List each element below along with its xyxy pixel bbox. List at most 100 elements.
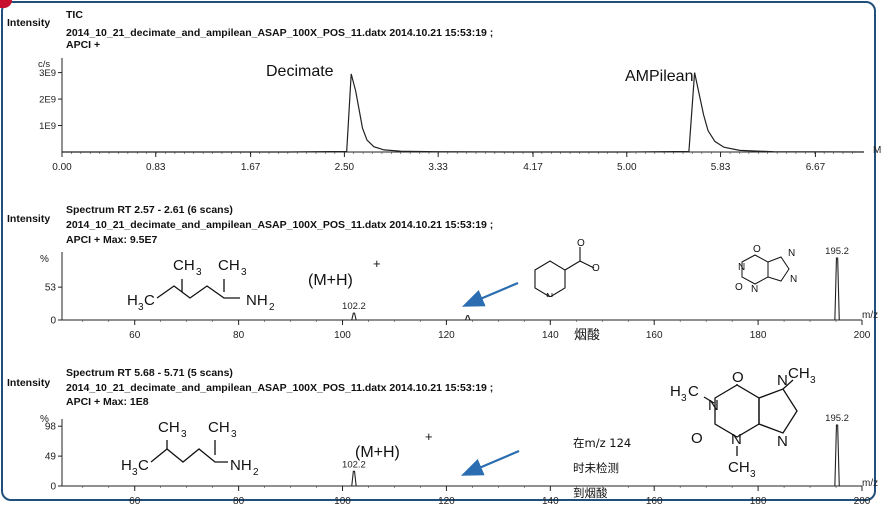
h3c-c: C bbox=[144, 292, 155, 309]
arrow-to-124 bbox=[461, 281, 519, 307]
caffeine-n1: N bbox=[738, 262, 745, 273]
caffeine-n1: N bbox=[708, 397, 719, 414]
caffeine-structure-small: N N O O N N bbox=[735, 244, 797, 295]
caffeine-h3c-3: 3 bbox=[681, 393, 687, 404]
y-tick-label: 1E9 bbox=[39, 121, 56, 132]
x-unit: m/z bbox=[862, 310, 878, 321]
caffeine-structure-large: O O N N N N H 3 C CH 3 CH 3 bbox=[670, 365, 816, 480]
sub3-a: 3 bbox=[196, 267, 202, 278]
caffeine-h3c-h: H bbox=[670, 383, 681, 400]
x-tick-label: 0.00 bbox=[52, 162, 72, 173]
x-tick-label: 80 bbox=[233, 496, 245, 506]
sub3-b: 3 bbox=[231, 429, 237, 440]
x-tick-label: 200 bbox=[854, 330, 871, 341]
sub3-b: 3 bbox=[241, 267, 247, 278]
amine-bonds bbox=[150, 448, 228, 463]
spectrum-panel-2: Intensity Spectrum RT 5.68 - 5.71 (5 sca… bbox=[7, 365, 878, 506]
caffeine-n9: N bbox=[790, 274, 797, 285]
x-tick-label: 140 bbox=[542, 330, 559, 341]
intensity-label: Intensity bbox=[7, 17, 50, 29]
amine-structure: CH 3 CH 3 H 3 C NH 2 bbox=[121, 419, 259, 478]
caffeine-substituent-bonds bbox=[703, 379, 794, 456]
panel-title: Spectrum RT 2.57 - 2.61 (6 scans) bbox=[66, 204, 233, 216]
h3c-c: C bbox=[138, 457, 149, 474]
caffeine-o-top: O bbox=[732, 369, 744, 386]
h3c-3: 3 bbox=[132, 467, 138, 478]
panel-file-line: 2014_10_21_decimate_and_ampilean_ASAP_10… bbox=[66, 27, 493, 39]
panel-file-line: 2014_10_21_decimate_and_ampilean_ASAP_10… bbox=[66, 382, 493, 394]
x-tick-label: 3.33 bbox=[428, 162, 448, 173]
nh2-sub: 2 bbox=[253, 467, 259, 478]
x-tick-label: 1.67 bbox=[241, 162, 261, 173]
spectrum-peak bbox=[351, 470, 357, 487]
note-line-3: 到烟酸 bbox=[573, 486, 608, 500]
x-tick-label: 180 bbox=[750, 330, 767, 341]
y-tick-label: 0 bbox=[50, 316, 56, 327]
peak-label: 195.2 bbox=[825, 246, 849, 257]
caffeine-n3: N bbox=[731, 431, 742, 448]
caffeine-ch3-bottom: CH bbox=[728, 459, 750, 476]
y-unit: % bbox=[40, 254, 49, 265]
y-tick-label: 3E9 bbox=[39, 68, 56, 79]
annotation-ampilean: AMPilean bbox=[625, 68, 693, 85]
carboxyl-oh: O bbox=[592, 263, 600, 274]
h3c-3: 3 bbox=[138, 302, 144, 313]
intensity-label: Intensity bbox=[7, 377, 50, 389]
caffeine-ch3-bottom-3: 3 bbox=[750, 469, 756, 480]
mh-charge: + bbox=[373, 256, 381, 271]
intensity-label: Intensity bbox=[7, 213, 50, 225]
x-tick-label: 80 bbox=[233, 330, 245, 341]
caffeine-n3: N bbox=[751, 284, 758, 295]
x-tick-label: 200 bbox=[854, 496, 871, 506]
x-tick-label: 0.83 bbox=[146, 162, 166, 173]
caffeine-o-left: O bbox=[691, 430, 703, 447]
amine-bonds bbox=[156, 285, 240, 299]
caffeine-n7: N bbox=[788, 248, 795, 259]
caffeine-ring-6 bbox=[714, 384, 760, 438]
x-tick-label: 140 bbox=[542, 496, 559, 506]
y-tick-label: 53 bbox=[45, 283, 57, 294]
label-mask bbox=[531, 297, 598, 320]
note-line-1: 在m/z 124 bbox=[573, 436, 631, 450]
caffeine-ring-5 bbox=[767, 256, 790, 282]
y-tick-label: 98 bbox=[45, 422, 57, 433]
corner-mark bbox=[0, 0, 12, 8]
panel-mode-line: APCI + bbox=[66, 39, 100, 51]
panel-file-line: 2014_10_21_decimate_and_ampilean_ASAP_10… bbox=[66, 219, 493, 231]
caffeine-ch3-top-3: 3 bbox=[810, 375, 816, 386]
x-tick-label: 160 bbox=[646, 496, 663, 506]
sub3-a: 3 bbox=[181, 429, 187, 440]
y-tick-label: 2E9 bbox=[39, 95, 56, 106]
y-unit: % bbox=[40, 414, 49, 425]
h3c-h: H bbox=[127, 292, 138, 309]
y-tick-label: 0 bbox=[50, 482, 56, 493]
arrow-to-124 bbox=[460, 449, 520, 476]
x-tick-label: 100 bbox=[334, 330, 351, 341]
annotation-decimate: Decimate bbox=[266, 63, 334, 80]
tic-panel: Intensity TIC 2014_10_21_decimate_and_am… bbox=[7, 9, 881, 173]
amine-branch-bonds bbox=[181, 279, 225, 292]
spectrum-peak bbox=[834, 257, 840, 321]
amine-branch-bonds bbox=[166, 440, 216, 455]
amine-structure: CH 3 CH 3 H 3 C NH 2 bbox=[127, 257, 275, 313]
x-tick-label: 120 bbox=[438, 330, 455, 341]
x-tick-label: 4.17 bbox=[523, 162, 543, 173]
peak-label: 195.2 bbox=[825, 413, 849, 424]
panel-title: TIC bbox=[66, 9, 83, 21]
ch-a: CH bbox=[158, 419, 180, 436]
spectrum-peak bbox=[351, 312, 357, 321]
spectrum-peak bbox=[834, 424, 840, 487]
x-tick-label: 5.00 bbox=[617, 162, 637, 173]
x-unit-partial: M bbox=[873, 145, 881, 156]
tic-trace bbox=[62, 72, 865, 153]
mh-charge: + bbox=[425, 429, 433, 444]
x-tick-label: 5.83 bbox=[711, 162, 731, 173]
spectrum-panel-1: Intensity Spectrum RT 2.57 - 2.61 (6 sca… bbox=[7, 204, 878, 343]
x-tick-label: 180 bbox=[750, 496, 767, 506]
x-tick-label: 60 bbox=[129, 496, 141, 506]
label-niacin-cn: 烟酸 bbox=[574, 328, 600, 343]
x-tick-label: 120 bbox=[438, 496, 455, 506]
